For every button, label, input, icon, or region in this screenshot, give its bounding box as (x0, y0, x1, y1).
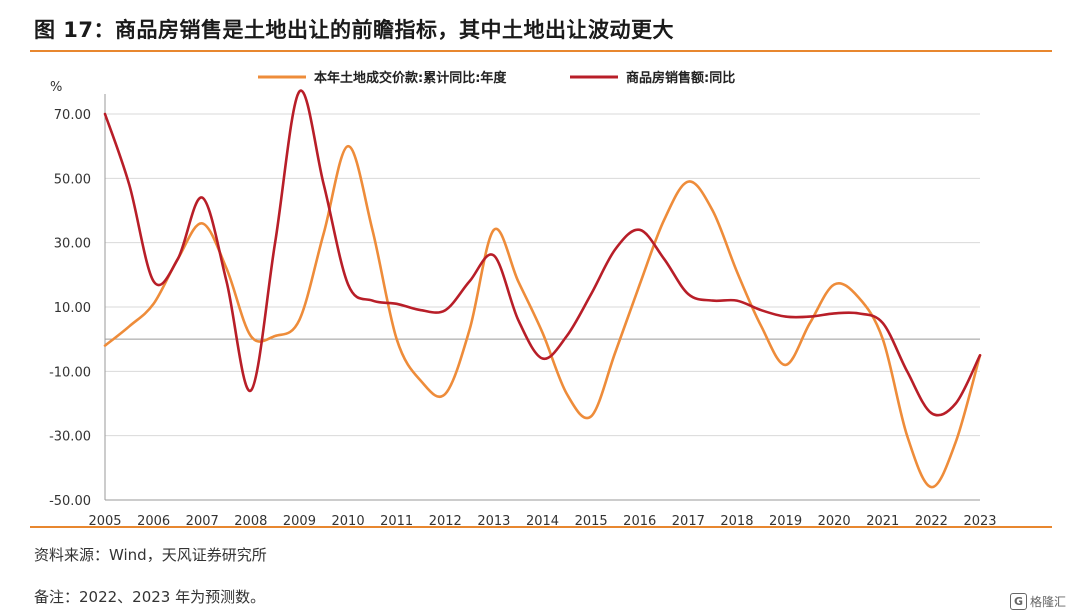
x-tick-label: 2011 (380, 514, 413, 526)
y-axis-unit-label: % (50, 80, 62, 95)
legend-label-1: 本年土地成交价款:累计同比:年度 (314, 70, 507, 86)
y-tick-label: 50.00 (54, 172, 91, 187)
x-tick-label: 2006 (137, 514, 170, 526)
legend: 本年土地成交价款:累计同比:年度 商品房销售额:同比 (258, 70, 735, 86)
y-tick-label: 70.00 (54, 108, 91, 123)
x-tick-label: 2016 (623, 514, 656, 526)
series-lines (103, 89, 982, 489)
x-tick-label: 2007 (186, 514, 219, 526)
line-chart: 70.00 50.00 30.00 10.00 -10.00 -30.00 -50.00 20… (49, 70, 997, 526)
y-tick-label: -50.00 (49, 494, 91, 509)
series-line-1 (103, 144, 982, 489)
x-tick-label: 2023 (963, 514, 996, 526)
chart-title: 图 17：商品房销售是土地出让的前瞻指标，其中土地出让波动更大 (34, 18, 675, 42)
gridlines (105, 113, 980, 501)
y-tick-label: -10.00 (49, 365, 91, 380)
footer-divider (30, 526, 1052, 528)
x-tick-label: 2005 (88, 514, 121, 526)
x-tick-label: 2015 (575, 514, 608, 526)
x-tick-label: 2022 (915, 514, 948, 526)
header-divider (30, 50, 1052, 52)
x-tick-label: 2017 (672, 514, 705, 526)
legend-label-2: 商品房销售额:同比 (626, 70, 735, 86)
x-tick-label: 2018 (720, 514, 753, 526)
x-tick-label: 2012 (429, 514, 462, 526)
x-tick-label: 2009 (283, 514, 316, 526)
x-tick-label: 2013 (477, 514, 510, 526)
x-tick-label: 2021 (866, 514, 899, 526)
y-tick-label: 10.00 (54, 301, 91, 316)
watermark-text: 格隆汇 (1029, 595, 1066, 609)
y-tick-label: 30.00 (54, 237, 91, 252)
series-line-2 (103, 89, 982, 417)
y-tick-label: -30.00 (49, 430, 91, 445)
watermark: G 格隆汇 (1009, 593, 1066, 610)
x-tick-label: 2008 (234, 514, 267, 526)
x-tick-label: 2010 (332, 514, 365, 526)
source-note: 资料来源：Wind，天风证券研究所 (34, 546, 267, 564)
x-tick-label: 2020 (818, 514, 851, 526)
axes: 70.00 50.00 30.00 10.00 -10.00 -30.00 -50.00 20… (49, 94, 997, 526)
remark-note: 备注：2022、2023 年为预测数。 (34, 588, 266, 606)
x-tick-label: 2019 (769, 514, 802, 526)
x-tick-label: 2014 (526, 514, 559, 526)
watermark-logo-icon: G (1009, 593, 1027, 610)
